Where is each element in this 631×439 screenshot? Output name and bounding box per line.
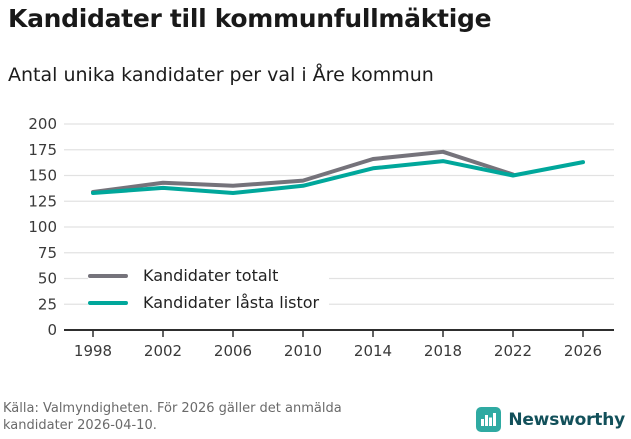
- newsworthy-logo-text: Newsworthy: [508, 409, 625, 430]
- legend-swatch-locked-lists: [88, 300, 128, 305]
- legend-item-total: Kandidater totalt: [88, 262, 319, 289]
- svg-text:2006: 2006: [214, 342, 252, 360]
- newsworthy-logo-icon: [476, 407, 502, 432]
- chart-subtitle: Antal unika kandidater per val i Åre kom…: [8, 64, 434, 86]
- legend-swatch-total: [88, 273, 128, 278]
- svg-text:1998: 1998: [74, 342, 112, 360]
- newsworthy-logo[interactable]: Newsworthy: [476, 407, 625, 432]
- svg-text:2014: 2014: [354, 342, 392, 360]
- svg-text:2002: 2002: [144, 342, 182, 360]
- line-chart: 0 25 50 75 100 125 150 175 200 1998 2002 2006 2010 20…: [28, 115, 614, 360]
- svg-text:150: 150: [28, 167, 57, 185]
- legend-label-total: Kandidater totalt: [143, 266, 279, 285]
- svg-text:2018: 2018: [424, 342, 462, 360]
- svg-text:25: 25: [38, 295, 57, 313]
- svg-text:50: 50: [38, 270, 57, 288]
- svg-text:0: 0: [47, 321, 57, 339]
- svg-text:200: 200: [28, 115, 57, 133]
- svg-text:2026: 2026: [564, 342, 602, 360]
- page-title: Kandidater till kommunfullmäktige: [8, 4, 492, 33]
- svg-text:2022: 2022: [494, 342, 532, 360]
- source-note: Källa: Valmyndigheten. För 2026 gäller d…: [3, 401, 342, 433]
- svg-text:100: 100: [28, 218, 57, 236]
- svg-text:175: 175: [28, 141, 57, 159]
- legend-item-locked-lists: Kandidater låsta listor: [88, 289, 319, 316]
- svg-text:2010: 2010: [284, 342, 322, 360]
- legend-label-locked-lists: Kandidater låsta listor: [143, 293, 320, 312]
- svg-text:75: 75: [38, 244, 57, 262]
- svg-text:125: 125: [28, 192, 57, 210]
- chart-legend: Kandidater totalt Kandidater låsta listo…: [88, 260, 330, 318]
